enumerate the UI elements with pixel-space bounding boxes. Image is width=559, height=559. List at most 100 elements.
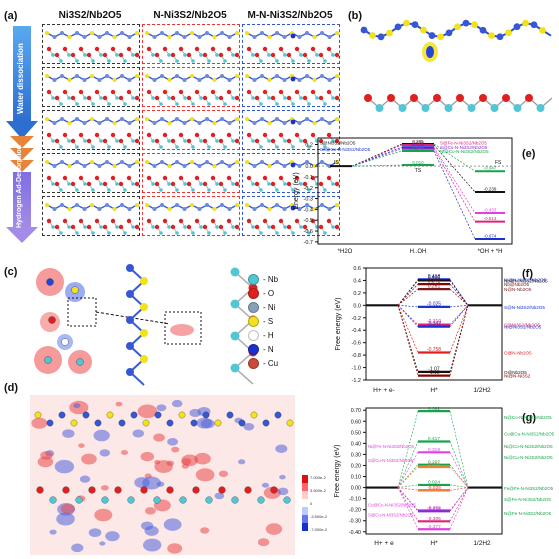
y-tick-label: 0.2 bbox=[305, 142, 313, 148]
atom bbox=[290, 76, 296, 82]
atom bbox=[175, 160, 179, 164]
connector bbox=[449, 452, 469, 488]
connector bbox=[397, 304, 419, 308]
atom bbox=[62, 46, 68, 52]
atom bbox=[75, 188, 79, 192]
y-tick-label: -0.2 bbox=[352, 316, 361, 322]
atom bbox=[140, 329, 148, 337]
atom bbox=[167, 139, 171, 143]
atom bbox=[218, 138, 224, 144]
atom bbox=[305, 74, 309, 78]
atom bbox=[267, 225, 271, 229]
atom bbox=[75, 145, 79, 149]
atom bbox=[159, 102, 163, 106]
atom bbox=[202, 181, 208, 187]
atom bbox=[54, 224, 60, 230]
atom bbox=[167, 35, 172, 39]
connector bbox=[449, 487, 469, 530]
atom bbox=[462, 19, 470, 27]
atom bbox=[270, 138, 276, 144]
atom bbox=[215, 139, 219, 143]
atom bbox=[235, 31, 239, 35]
atom bbox=[267, 121, 272, 125]
atom bbox=[267, 164, 272, 168]
atom bbox=[75, 102, 79, 106]
connector bbox=[397, 487, 419, 530]
atom bbox=[67, 78, 72, 82]
atom bbox=[182, 164, 187, 168]
atom bbox=[283, 225, 287, 229]
atom bbox=[178, 411, 186, 419]
atom bbox=[252, 35, 257, 39]
atom bbox=[154, 411, 162, 419]
structure-cell bbox=[142, 110, 240, 150]
atom bbox=[36, 486, 44, 494]
atom bbox=[162, 46, 168, 52]
x-tick-label: 1/2H2 bbox=[473, 540, 491, 547]
free-energy-chart-f: 0.6 0.4 0.2 0.0 -0.2 -0.4 -0.6 -0.8 -1.0 -1.2 Free… bbox=[335, 266, 548, 394]
atom bbox=[320, 160, 324, 164]
atom bbox=[320, 74, 324, 78]
atom bbox=[159, 59, 163, 63]
level-value: 0.417 bbox=[428, 436, 440, 442]
atom bbox=[162, 175, 168, 181]
atom bbox=[194, 175, 200, 181]
atom bbox=[267, 207, 272, 211]
charge-region bbox=[144, 525, 159, 536]
charge-region bbox=[218, 470, 229, 478]
atom bbox=[199, 225, 203, 229]
atom bbox=[294, 89, 300, 95]
atom bbox=[513, 104, 522, 112]
connector bbox=[397, 280, 419, 306]
connector bbox=[449, 441, 469, 488]
atom bbox=[152, 121, 157, 125]
atom bbox=[167, 207, 172, 211]
level-value: 0.010 bbox=[412, 160, 424, 165]
atom bbox=[210, 89, 216, 95]
atom bbox=[260, 31, 264, 35]
connector bbox=[397, 487, 419, 491]
atom bbox=[218, 224, 224, 230]
atom bbox=[275, 117, 279, 121]
atom bbox=[291, 188, 295, 192]
atom bbox=[82, 121, 87, 125]
level-value: -0.025 bbox=[427, 301, 441, 307]
atom bbox=[118, 95, 124, 101]
atom bbox=[323, 145, 327, 149]
charge-density-structure bbox=[360, 19, 553, 112]
atom bbox=[127, 207, 132, 211]
atom bbox=[183, 182, 187, 186]
panel-f-label: (f) bbox=[522, 268, 533, 280]
structure-cell bbox=[142, 67, 240, 107]
connector bbox=[397, 305, 419, 327]
atom bbox=[126, 342, 134, 350]
legend-item: - Ni bbox=[248, 302, 275, 313]
connector bbox=[433, 143, 476, 172]
atom bbox=[212, 121, 217, 125]
atom bbox=[536, 104, 545, 112]
connector bbox=[351, 143, 403, 167]
atom bbox=[194, 89, 200, 95]
atom bbox=[471, 21, 478, 29]
atom bbox=[151, 53, 155, 57]
atom bbox=[46, 175, 52, 181]
connector bbox=[449, 305, 469, 376]
atom bbox=[335, 117, 339, 121]
atom bbox=[152, 207, 157, 211]
atom bbox=[297, 78, 302, 82]
structure-model bbox=[45, 203, 139, 235]
atom bbox=[267, 78, 272, 82]
atom bbox=[259, 102, 263, 106]
charge-region bbox=[99, 449, 111, 457]
atom bbox=[323, 102, 327, 106]
annotation: N@N-Nb2O5 bbox=[504, 287, 532, 292]
charge-region bbox=[153, 433, 165, 442]
legend-label: - Cu bbox=[263, 359, 279, 368]
atom bbox=[227, 121, 232, 125]
atom bbox=[162, 89, 168, 95]
y-tick-label: -0.2 bbox=[304, 186, 313, 192]
atom bbox=[52, 78, 57, 82]
atom bbox=[230, 331, 240, 341]
level-value: 0.175 bbox=[412, 142, 424, 147]
atom bbox=[52, 121, 57, 125]
